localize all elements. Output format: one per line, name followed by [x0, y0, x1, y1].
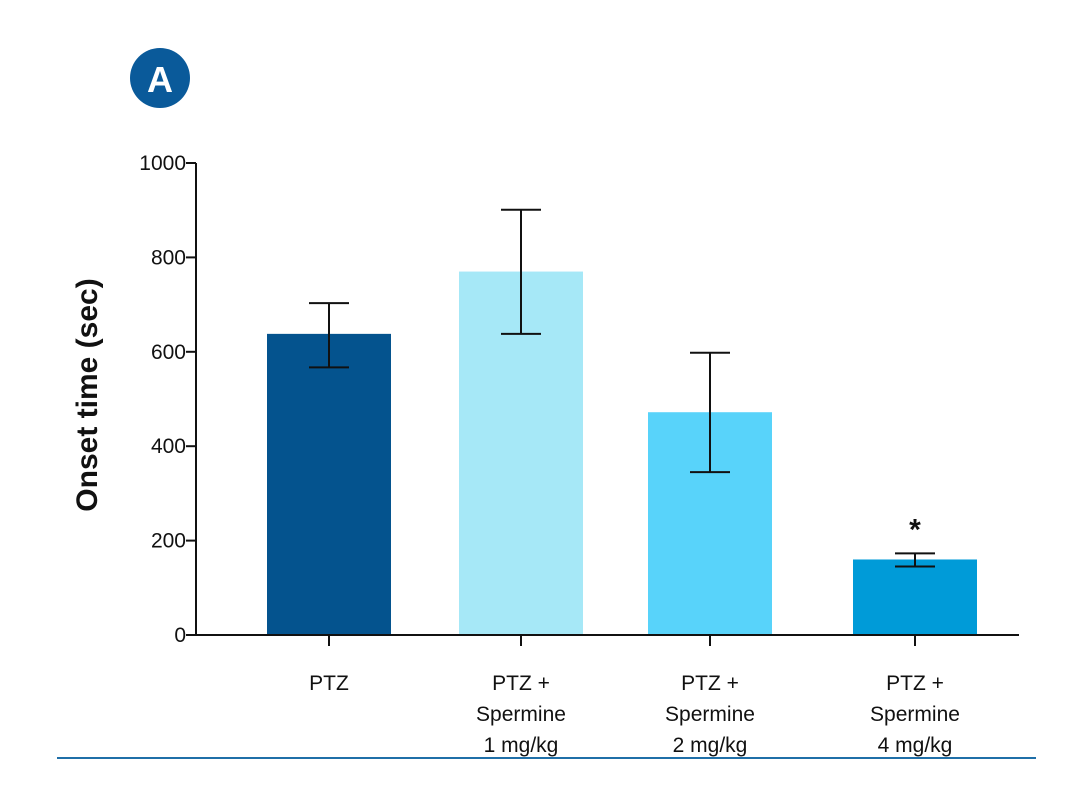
x-tick-label-1-line-1: PTZ	[309, 672, 349, 695]
plot-area: 0 200 400 600 800 1000 PTZ PTZ + Spermine 1 mg/kg…	[139, 152, 1019, 757]
panel-badge-circle	[130, 48, 190, 108]
significance-marker-4: *	[909, 513, 921, 546]
x-tick-label-3-line-3: 2 mg/kg	[673, 734, 748, 757]
panel-badge: A	[130, 48, 190, 108]
x-tick-label-4: PTZ + Spermine 4 mg/kg	[870, 672, 960, 757]
x-tick-label-2-line-3: 1 mg/kg	[484, 734, 559, 757]
x-tick-label-2-line-2: Spermine	[476, 703, 566, 726]
x-tick-label-2: PTZ + Spermine 1 mg/kg	[476, 672, 566, 757]
y-tick-label-0: 0	[174, 624, 186, 647]
y-tick-label-600: 600	[151, 341, 186, 364]
x-tick-label-4-line-1: PTZ +	[886, 672, 944, 695]
bar-4	[853, 559, 977, 635]
x-tick-label-3-line-1: PTZ +	[681, 672, 739, 695]
y-tick-label-1000: 1000	[139, 152, 186, 175]
panel-letter: A	[147, 59, 173, 100]
x-tick-label-4-line-3: 4 mg/kg	[878, 734, 953, 757]
bar-1	[267, 333, 391, 635]
y-tick-label-400: 400	[151, 435, 186, 458]
x-tick-label-2-line-1: PTZ +	[492, 672, 550, 695]
x-tick-label-1: PTZ	[309, 672, 349, 695]
y-tick-label-200: 200	[151, 530, 186, 553]
x-tick-label-4-line-2: Spermine	[870, 703, 960, 726]
x-tick-label-3-line-2: Spermine	[665, 703, 755, 726]
y-tick-label-800: 800	[151, 246, 186, 269]
x-tick-label-3: PTZ + Spermine 2 mg/kg	[665, 672, 755, 757]
y-axis-label: Onset time (sec)	[71, 278, 104, 511]
